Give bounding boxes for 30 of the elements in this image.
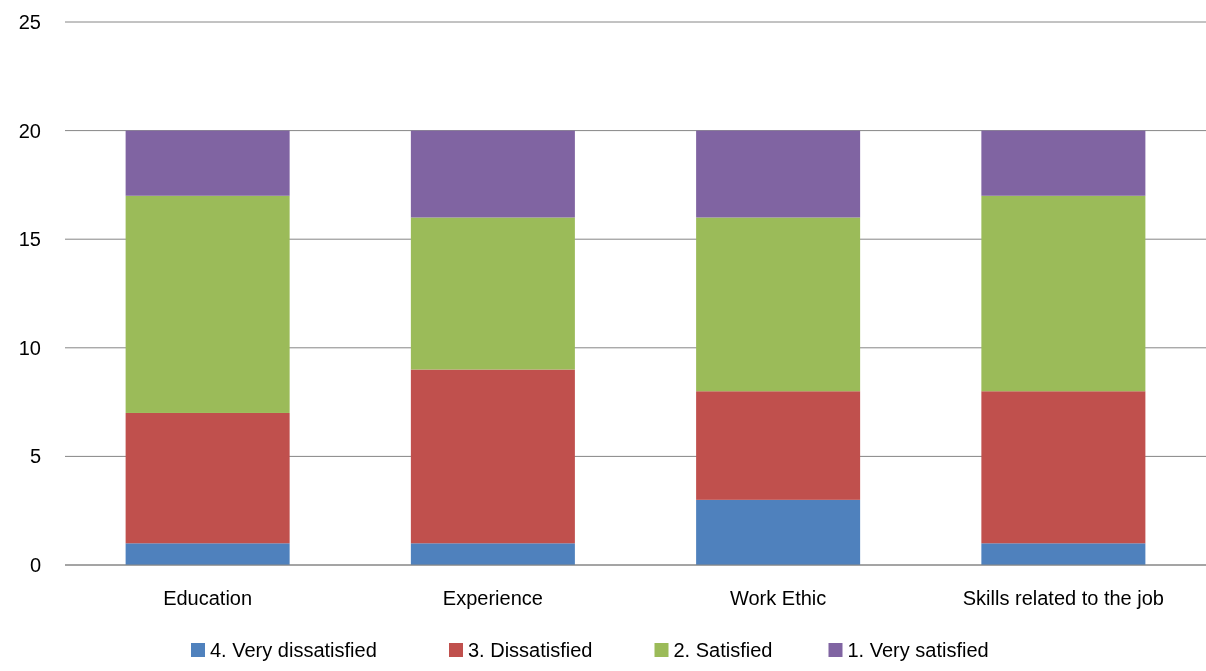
y-tick-label: 5 [29, 445, 41, 468]
y-tick-label: 20 [18, 119, 41, 142]
bar [410, 130, 575, 218]
bar [696, 217, 861, 392]
y-tick-label: 25 [18, 11, 41, 33]
bar [125, 195, 290, 413]
bar [981, 543, 1146, 565]
legend-label: 3. Dissatisfied [468, 639, 593, 661]
bar [410, 369, 575, 544]
y-tick-label: 15 [18, 228, 41, 251]
y-tick-label: 10 [18, 336, 41, 359]
x-tick-label: Education [163, 587, 253, 609]
legend-label: 4. Very dissatisfied [210, 639, 377, 661]
bar [981, 195, 1146, 392]
bar [696, 130, 861, 218]
bar [981, 391, 1146, 544]
legend-label: 2. Satisfied [673, 639, 773, 661]
bar [125, 130, 290, 196]
x-tick-label: Experience [442, 587, 543, 609]
y-tick-label: 0 [29, 554, 41, 576]
bar [696, 391, 861, 500]
bar [125, 412, 290, 544]
legend-label: 1. Very satisfied [847, 639, 989, 661]
bar [981, 130, 1146, 196]
x-tick-label: Work Ethic [729, 587, 827, 609]
bar [410, 543, 575, 565]
x-tick-label: Skills related to the job [962, 587, 1164, 609]
bar [696, 499, 861, 565]
bar [125, 543, 290, 565]
bar [410, 217, 575, 370]
